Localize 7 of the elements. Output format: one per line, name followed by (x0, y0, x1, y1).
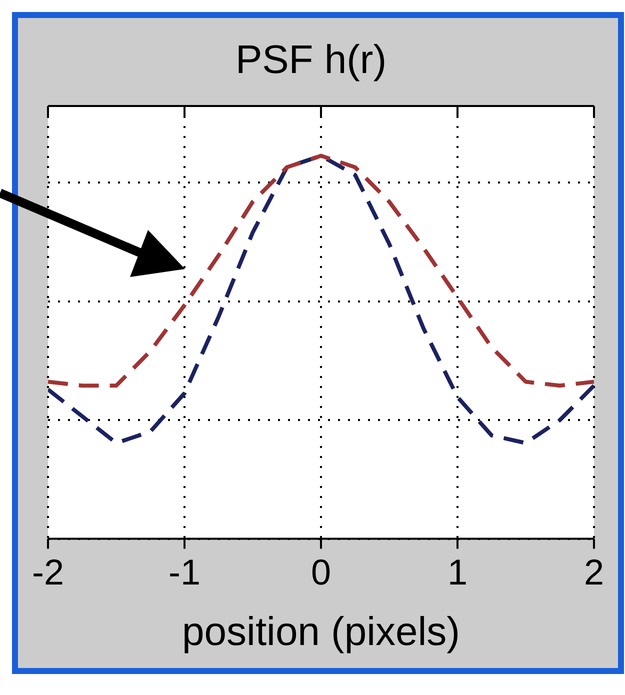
x-tick-label: -2 (32, 551, 64, 592)
x-tick-label: 2 (584, 551, 604, 592)
chart-title: PSF h(r) (235, 38, 387, 82)
x-axis-title: position (pixels) (182, 610, 460, 654)
x-tick-label: 1 (447, 551, 468, 592)
x-tick-label: 0 (310, 551, 332, 592)
x-tick-label: -1 (168, 551, 201, 592)
